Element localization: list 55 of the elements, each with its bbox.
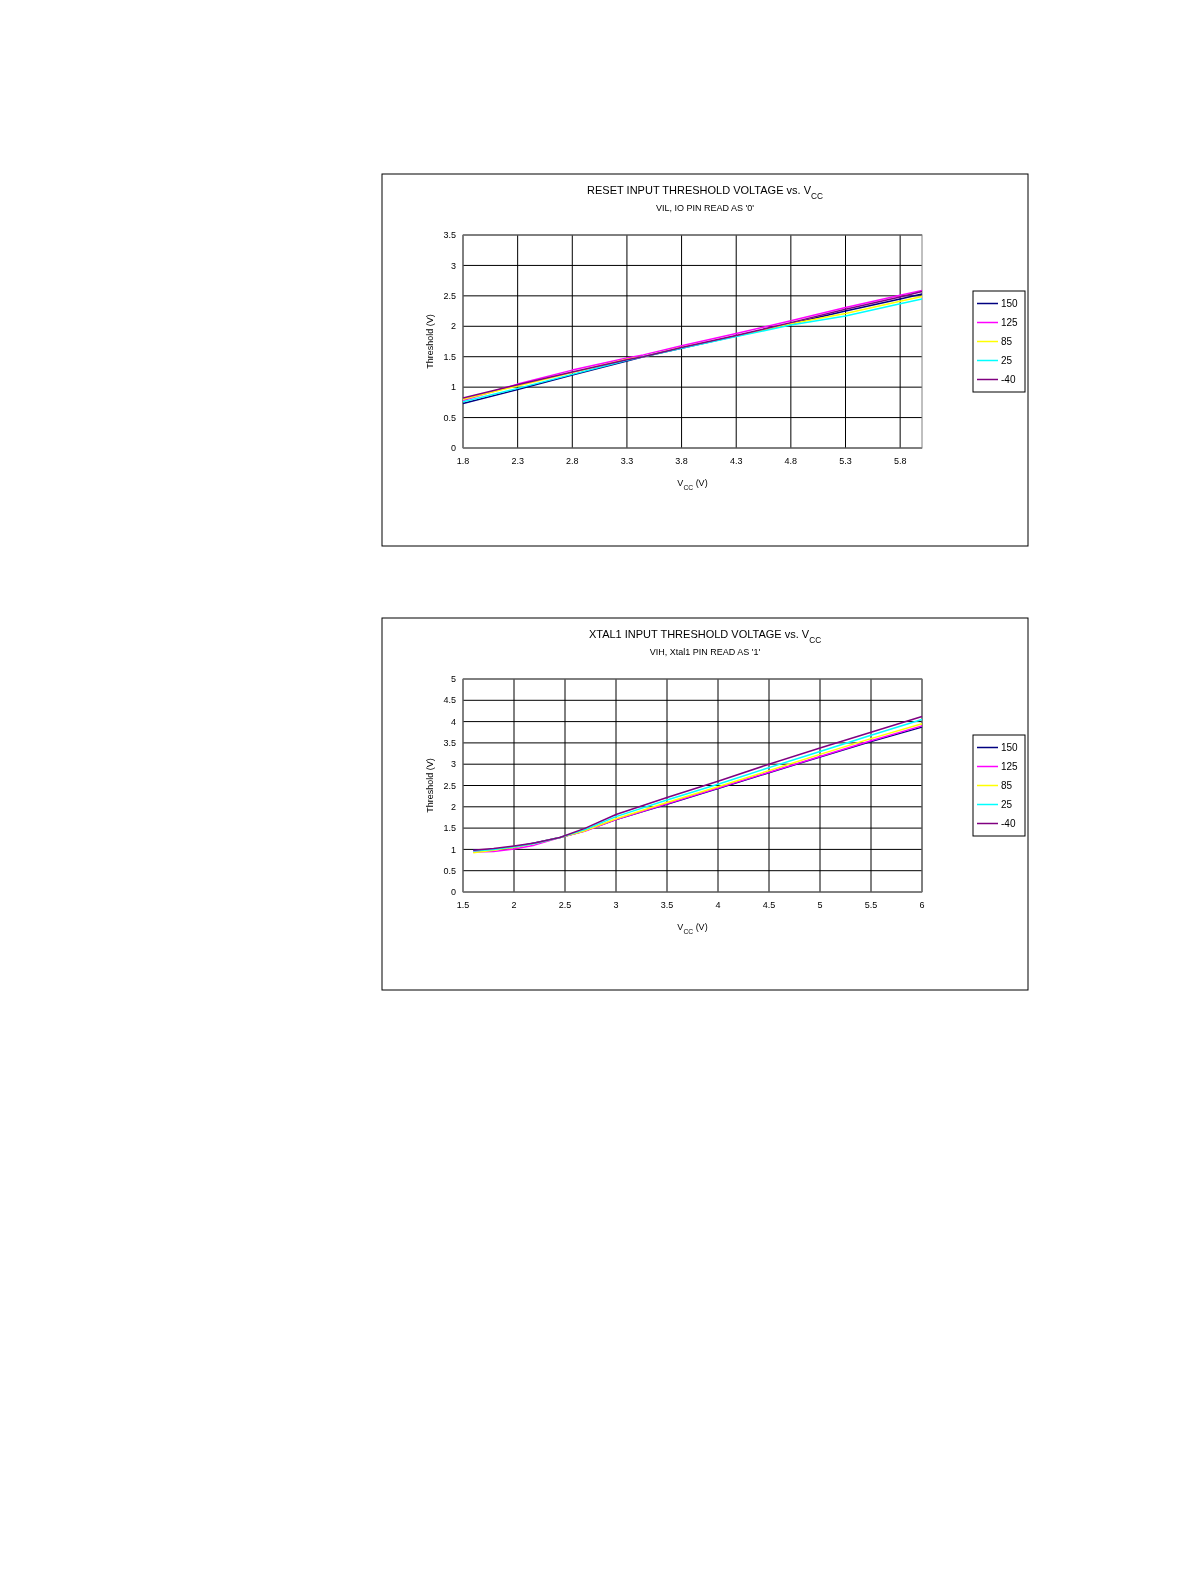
x-tick-label: 3.8 [675, 456, 688, 466]
chart-subtitle: VIH, Xtal1 PIN READ AS '1' [649, 647, 761, 657]
y-tick-label: 3 [450, 759, 456, 770]
chart-title: XTAL1 INPUT THRESHOLD VOLTAGE vs. V$_{CC}$ [588, 628, 822, 645]
y-tick-label: 2 [450, 801, 456, 812]
y-tick-label: 5 [450, 674, 456, 685]
x-tick-label: 2.8 [566, 456, 579, 466]
x-tick-label: 3.3 [620, 456, 634, 466]
x-tick-label: 1.8 [456, 456, 470, 466]
y-tick-label: 3.5 [443, 230, 456, 241]
y-tick-label: 2 [450, 321, 456, 332]
y-tick-label: 4 [450, 716, 456, 727]
y-tick-label: 0.5 [443, 412, 456, 423]
x-tick-label: 5.8 [893, 456, 907, 466]
x-tick-label: 2.3 [511, 456, 524, 466]
legend-label: 25 [1001, 799, 1013, 810]
y-tick-label: 1.5 [443, 351, 456, 362]
y-tick-label: 1 [450, 382, 456, 393]
legend-label: 25 [1001, 355, 1013, 366]
x-axis-title: V$_{CC}$ (V) [677, 922, 708, 935]
y-tick-label: 0.5 [443, 865, 456, 876]
x-tick-label: 6 [919, 900, 925, 910]
legend-label: 85 [1001, 336, 1013, 347]
legend-label: -40 [1001, 374, 1016, 385]
x-tick-label: 4 [715, 900, 721, 910]
y-tick-label: 2.5 [443, 780, 456, 791]
y-axis-title: Threshold (V) [425, 314, 435, 369]
x-tick-label: 5 [817, 900, 823, 910]
x-tick-label: 2 [511, 900, 517, 910]
y-tick-label: 2.5 [443, 291, 456, 302]
x-tick-label: 4.5 [762, 900, 776, 910]
legend-label: 85 [1001, 780, 1013, 791]
y-tick-label: 3.5 [443, 738, 456, 749]
y-axis-title: Threshold (V) [425, 758, 435, 813]
y-tick-label: 3 [450, 260, 456, 271]
x-tick-label: 5.3 [839, 456, 852, 466]
y-tick-label: 1.5 [443, 823, 456, 834]
x-tick-label: 3.5 [660, 900, 674, 910]
x-tick-label: 2.5 [558, 900, 572, 910]
chart-title: RESET INPUT THRESHOLD VOLTAGE vs. V$_{CC}$ [587, 184, 823, 201]
x-tick-label: 4.8 [784, 456, 798, 466]
legend-label: 150 [1001, 742, 1019, 753]
y-tick-label: 1 [450, 844, 456, 855]
x-axis-title: V$_{CC}$ (V) [677, 478, 708, 491]
y-tick-label: 0 [450, 887, 456, 898]
legend-label: 150 [1001, 298, 1019, 309]
chart-subtitle: VIL, IO PIN READ AS '0' [656, 203, 755, 213]
y-tick-label: 4.5 [443, 695, 456, 706]
legend-label: 125 [1001, 317, 1019, 328]
legend-label: 125 [1001, 761, 1019, 772]
x-tick-label: 5.5 [864, 900, 878, 910]
legend-label: -40 [1001, 818, 1016, 829]
x-tick-label: 3 [613, 900, 619, 910]
y-tick-label: 0 [450, 443, 456, 454]
x-tick-label: 4.3 [729, 456, 743, 466]
